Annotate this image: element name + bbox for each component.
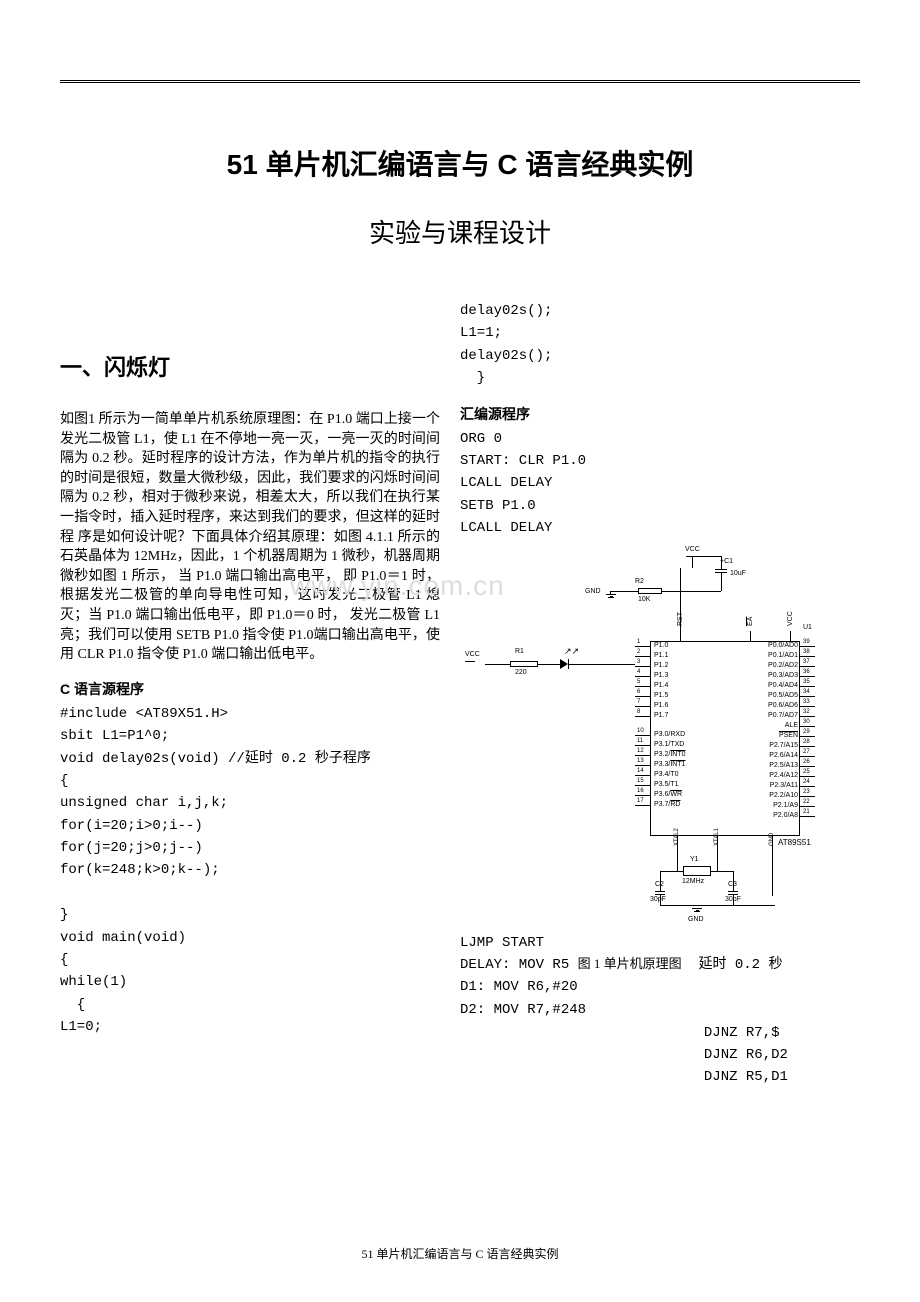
r2-resistor <box>638 588 662 594</box>
gnd-label: GND <box>585 588 601 595</box>
pin-ea: EA <box>747 616 754 625</box>
cap-plate <box>715 569 727 570</box>
wire <box>692 556 693 568</box>
c2-val: 30pF <box>650 896 666 903</box>
wire <box>677 871 683 872</box>
vcc-label-2: VCC <box>465 651 480 658</box>
asm-bottom-right: DJNZ R7,$ DJNZ R6,D2 DJNZ R5,D1 <box>704 932 867 1089</box>
crystal <box>683 866 711 876</box>
wire <box>660 871 661 891</box>
asm-code-line: LJMP START DELAY: MOV R5 图 1 单片机原理图 延时 0… <box>460 932 688 977</box>
wire <box>717 836 718 871</box>
right-column: delay02s(); L1=1; delay02s(); } 汇编源程序 OR… <box>460 300 866 1089</box>
cap-plate <box>655 891 665 892</box>
r1-resistor <box>510 661 538 667</box>
body-paragraph: 如图1 所示为一简单单片机系统原理图：在 P1.0 端口上接一个发光二极管 L1… <box>60 410 440 665</box>
wire <box>750 631 751 641</box>
r1-val: 220 <box>515 669 527 676</box>
vcc-label: VCC <box>685 546 700 553</box>
wire <box>692 556 722 557</box>
bottom-code-block: LJMP START DELAY: MOV R5 图 1 单片机原理图 延时 0… <box>460 932 866 1089</box>
wire <box>721 556 722 569</box>
wire <box>733 871 734 891</box>
main-title: 51 单片机汇编语言与 C 语言经典实例 <box>60 143 860 183</box>
sub-title: 实验与课程设计 <box>60 213 860 250</box>
top-rule <box>60 80 860 83</box>
wire <box>660 871 677 872</box>
wire <box>465 661 475 662</box>
pin-rst: RST <box>677 612 684 626</box>
section-heading: 一、闪烁灯 <box>60 350 440 382</box>
wire <box>538 664 560 665</box>
wire <box>772 836 773 896</box>
asm-bottom-left: LJMP START DELAY: MOV R5 图 1 单片机原理图 延时 0… <box>460 932 688 1089</box>
r2-val: 10K <box>638 596 650 603</box>
wire <box>485 664 510 665</box>
led-arrow-icon: ↗↗ <box>564 646 579 657</box>
wire <box>660 905 775 906</box>
pin-vcc: VCC <box>787 611 794 626</box>
asm-heading: 汇编源程序 <box>460 404 866 424</box>
cap-plate <box>728 891 738 892</box>
wire <box>662 591 680 592</box>
chip-name: AT89S51 <box>778 838 811 847</box>
c-source-continued: delay02s(); L1=1; delay02s(); } <box>460 300 866 390</box>
wire <box>610 591 611 594</box>
wire <box>680 591 721 592</box>
wire <box>721 573 722 591</box>
c1-val: 10uF <box>730 570 746 577</box>
wire <box>717 871 733 872</box>
gnd-symbol <box>692 908 702 913</box>
asm-code-rest: D1: MOV R6,#20 D2: MOV R7,#248 <box>460 976 688 1021</box>
wire <box>660 895 661 905</box>
u1-label: U1 <box>803 624 812 631</box>
gnd-label-2: GND <box>688 916 704 923</box>
wire <box>610 591 638 592</box>
asm-code-right: DJNZ R7,$ DJNZ R6,D2 DJNZ R5,D1 <box>704 1022 867 1089</box>
y1-label: Y1 <box>690 856 699 863</box>
circuit-diagram: VCC +C1 10uF R2 10K GND <box>460 546 840 926</box>
wire <box>733 895 734 905</box>
wire <box>790 631 791 641</box>
c-source-code: #include <AT89X51.H> sbit L1=P1^0; void … <box>60 703 440 1039</box>
asm-code-top: ORG 0 START: CLR P1.0 LCALL DELAY SETB P… <box>460 428 866 540</box>
wire <box>677 836 678 871</box>
content-area: 一、闪烁灯 如图1 所示为一简单单片机系统原理图：在 P1.0 端口上接一个发光… <box>60 300 860 1089</box>
wire <box>680 631 681 641</box>
left-column: 一、闪烁灯 如图1 所示为一简单单片机系统原理图：在 P1.0 端口上接一个发光… <box>60 300 440 1089</box>
r1-label: R1 <box>515 648 524 655</box>
gnd-symbol <box>606 594 616 599</box>
c-source-heading: C 语言源程序 <box>60 679 440 699</box>
footer: 51 单片机汇编语言与 C 语言经典实例 <box>60 1245 860 1262</box>
y1-val: 12MHz <box>682 878 704 885</box>
r2-label: R2 <box>635 578 644 585</box>
led-icon <box>560 659 568 669</box>
wire <box>569 664 635 665</box>
